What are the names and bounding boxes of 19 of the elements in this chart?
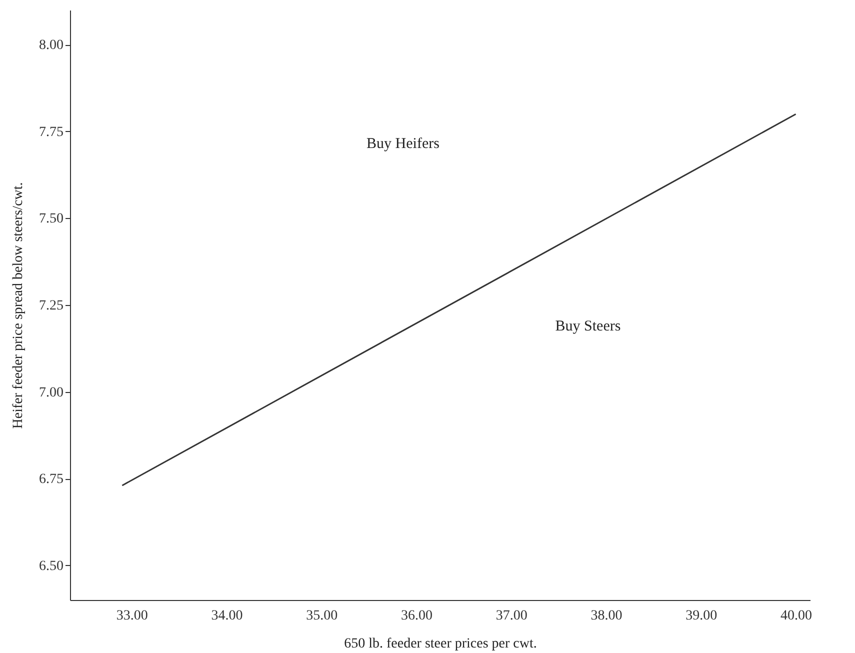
x-tick-label: 34.00 (211, 608, 243, 624)
y-tick-label: 7.50 (39, 212, 64, 227)
annotation: Buy Steers (555, 318, 621, 335)
x-tick-label: 36.00 (401, 608, 433, 624)
annotation: Buy Heifers (366, 136, 440, 152)
y-tick-label: 6.50 (39, 558, 64, 574)
y-axis-title: Heifer feeder price spread below steers/cwt. (11, 182, 26, 429)
x-tick-label: 39.00 (686, 608, 718, 624)
x-axis-title: 650 lb. feeder steer prices per cwt. (344, 636, 537, 652)
x-tick-label: 40.00 (780, 608, 812, 624)
y-tick-label: 6.75 (39, 472, 64, 488)
y-tick-label: 7.75 (39, 124, 64, 140)
x-tick-label: 33.00 (116, 608, 148, 624)
y-tick-label: 7.25 (39, 298, 64, 314)
x-tick-label: 38.00 (590, 608, 622, 624)
x-tick-label: 37.00 (496, 608, 528, 624)
y-tick-label: 8.00 (39, 38, 64, 54)
x-tick-label: 35.00 (306, 608, 338, 624)
y-tick-label: 7.00 (39, 385, 64, 400)
